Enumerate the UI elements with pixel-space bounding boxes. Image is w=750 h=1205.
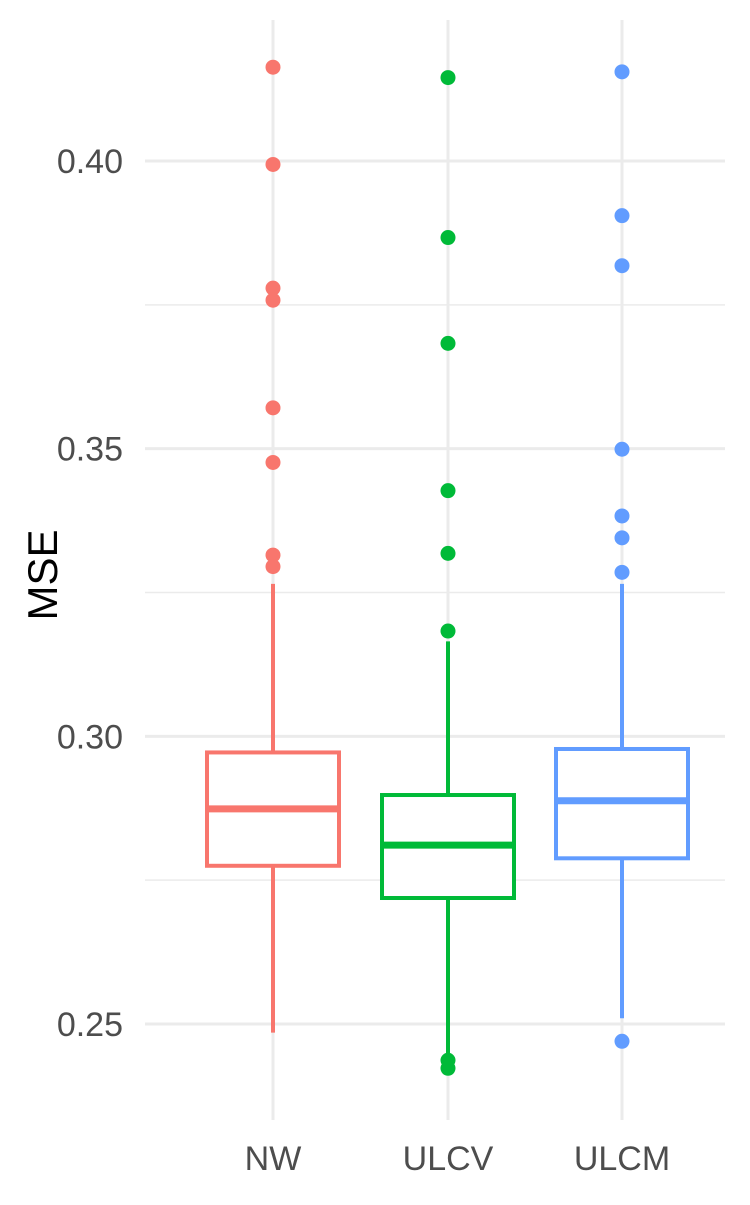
y-tick-label: 0.35 [57, 431, 123, 469]
outlier-point [614, 1033, 630, 1049]
y-tick-label: 0.40 [57, 143, 123, 181]
x-tick-label: NW [245, 1140, 302, 1178]
box-ulcm [554, 64, 690, 1049]
outlier-point [440, 230, 456, 246]
outlier-point [614, 564, 630, 580]
outlier-point [440, 623, 456, 639]
major-gridlines [145, 20, 725, 1120]
y-axis-title: MSE [19, 529, 66, 620]
x-tick-label: ULCV [403, 1140, 494, 1178]
outlier-point [265, 292, 281, 308]
outlier-point [614, 508, 630, 524]
outlier-point [440, 335, 456, 351]
outlier-point [614, 64, 630, 80]
outlier-point [265, 400, 281, 416]
outlier-point [614, 441, 630, 457]
outlier-point [614, 208, 630, 224]
boxes [205, 59, 690, 1076]
y-tick-label: 0.30 [57, 718, 123, 756]
outlier-point [440, 70, 456, 86]
outlier-point [265, 454, 281, 470]
outlier-point [614, 530, 630, 546]
outlier-point [265, 559, 281, 575]
outlier-point [440, 545, 456, 561]
y-axis-tick-labels: 0.25 0.30 0.35 0.40 [57, 143, 123, 1044]
x-axis-tick-labels: NW ULCV ULCM [245, 1140, 671, 1178]
outlier-point [265, 156, 281, 172]
box-nw [205, 59, 341, 1033]
x-tick-label: ULCM [574, 1140, 670, 1178]
outlier-point [614, 258, 630, 274]
y-tick-label: 0.25 [57, 1006, 123, 1044]
outlier-point [265, 280, 281, 296]
outlier-point [265, 547, 281, 563]
box-ulcv [380, 70, 516, 1076]
outlier-point [440, 1060, 456, 1076]
outlier-point [265, 59, 281, 75]
outlier-point [440, 483, 456, 499]
